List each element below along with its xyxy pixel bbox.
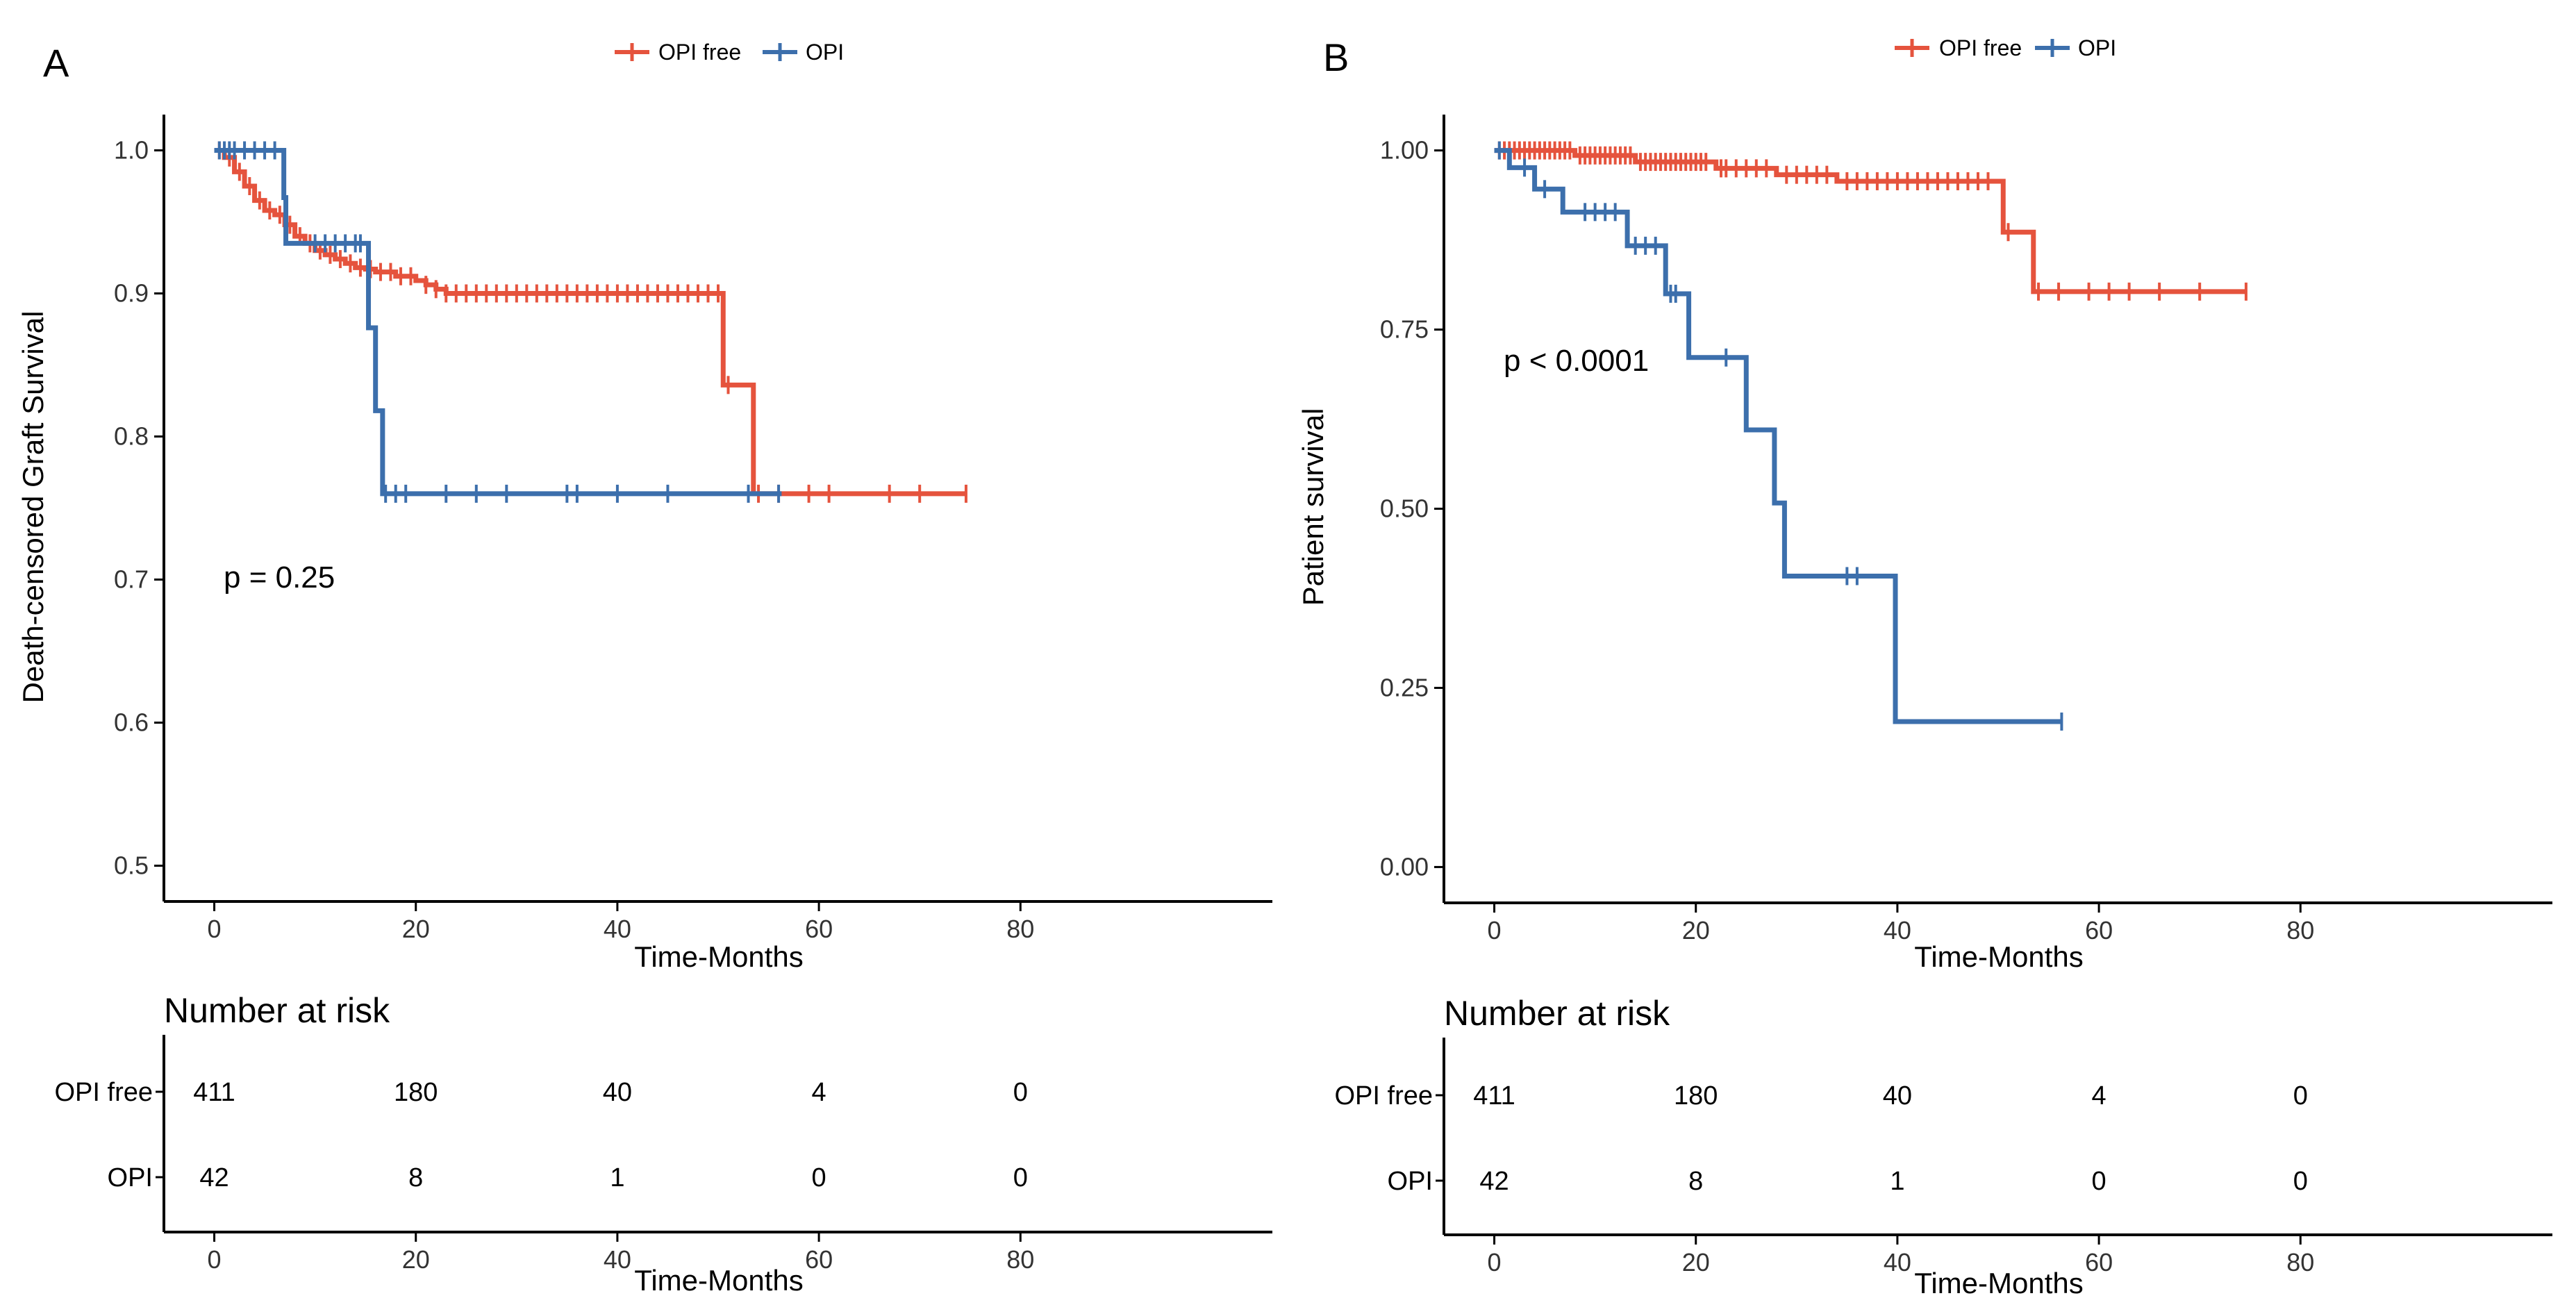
risk-count: 8 — [408, 1163, 423, 1192]
risk-x-tick-label: 60 — [805, 1245, 833, 1274]
risk-x-axis-title: Time-Months — [1914, 1267, 2084, 1299]
risk-table-title: Number at risk — [1444, 994, 1670, 1033]
risk-count: 4 — [2092, 1081, 2106, 1111]
x-tick-label: 80 — [2286, 916, 2314, 945]
x-axis-title: Time-Months — [634, 940, 804, 973]
risk-count: 0 — [2293, 1081, 2308, 1111]
risk-row-label: OPI free — [1335, 1081, 1434, 1111]
y-tick-label: 0.50 — [1380, 494, 1429, 523]
panel-label: B — [1323, 35, 1349, 79]
risk-count: 180 — [394, 1078, 438, 1107]
risk-count: 0 — [812, 1163, 826, 1192]
y-tick-label: 0.6 — [114, 708, 149, 737]
legend-label-opi-free: OPI free — [658, 40, 741, 65]
legend-label-opi: OPI — [2078, 35, 2116, 60]
risk-x-tick-label: 40 — [604, 1245, 631, 1274]
km-curve-opi — [1494, 148, 2062, 724]
panel-b: B OPI free OPI Patient survival Time-Mon… — [1297, 35, 2552, 1299]
y-tick-label: 0.25 — [1380, 673, 1429, 701]
x-tick-label: 80 — [1006, 915, 1034, 943]
legend: OPI free OPI — [1895, 35, 2116, 60]
risk-count: 0 — [2293, 1167, 2308, 1196]
x-tick-label: 20 — [1682, 916, 1710, 945]
risk-count: 4 — [812, 1078, 826, 1107]
risk-count: 42 — [1479, 1167, 1509, 1196]
y-tick-label: 1.00 — [1380, 136, 1429, 165]
risk-count: 40 — [1883, 1081, 1912, 1111]
risk-row-label: OPI — [1388, 1167, 1433, 1196]
risk-table-title: Number at risk — [164, 991, 390, 1030]
y-tick-label: 0.7 — [114, 565, 149, 594]
risk-count: 1 — [1890, 1167, 1904, 1196]
y-tick-label: 0.9 — [114, 279, 149, 308]
risk-x-axis-title: Time-Months — [634, 1264, 804, 1297]
km-plot-area: 0.00 0.25 0.50 0.75 1.00 0 20 40 60 80 — [1380, 115, 2552, 945]
p-value: p < 0.0001 — [1504, 344, 1649, 378]
y-tick-label: 0.8 — [114, 422, 149, 451]
y-tick-label: 1.0 — [114, 136, 149, 165]
x-tick-label: 40 — [604, 915, 631, 943]
risk-row-label: OPI free — [55, 1078, 153, 1107]
x-tick-label: 60 — [2085, 916, 2113, 945]
y-tick-label: 0.00 — [1380, 852, 1429, 881]
km-plot-area: 0.5 0.6 0.7 0.8 0.9 1.0 0 20 40 60 80 — [114, 115, 1272, 943]
x-tick-label: 40 — [1884, 916, 1911, 945]
km-curve-opi — [214, 148, 782, 497]
risk-count: 411 — [1473, 1081, 1515, 1111]
risk-count: 40 — [603, 1078, 632, 1107]
legend-label-opi: OPI — [806, 40, 844, 65]
risk-count: 1 — [610, 1163, 624, 1192]
risk-row-label: OPI — [108, 1163, 153, 1192]
risk-count: 42 — [199, 1163, 228, 1192]
risk-count: 180 — [1674, 1081, 1718, 1111]
risk-x-tick-label: 80 — [2286, 1248, 2314, 1276]
risk-count: 0 — [2092, 1167, 2106, 1196]
risk-count: 0 — [1013, 1163, 1028, 1192]
x-tick-label: 60 — [805, 915, 833, 943]
risk-x-tick-label: 40 — [1884, 1248, 1911, 1276]
km-curve-opi-free — [1494, 148, 2246, 294]
x-tick-label: 0 — [1488, 916, 1502, 945]
panel-label: A — [43, 41, 69, 85]
km-curve-opi-free — [214, 148, 966, 497]
risk-x-tick-label: 80 — [1006, 1245, 1034, 1274]
y-axis-title: Death-censored Graft Survival — [17, 311, 49, 704]
x-axis-title: Time-Months — [1914, 940, 2084, 973]
y-tick-label: 0.75 — [1380, 315, 1429, 344]
legend: OPI free OPI — [615, 40, 844, 65]
risk-count: 411 — [193, 1078, 235, 1107]
panel-a: A OPI free OPI Death-censored Graft Surv… — [17, 40, 1272, 1297]
risk-x-tick-label: 20 — [402, 1245, 430, 1274]
risk-count: 8 — [1688, 1167, 1703, 1196]
x-tick-label: 20 — [402, 915, 430, 943]
p-value: p = 0.25 — [224, 560, 335, 594]
risk-x-tick-label: 60 — [2085, 1248, 2113, 1276]
x-tick-label: 0 — [208, 915, 222, 943]
legend-label-opi-free: OPI free — [1939, 35, 2022, 60]
risk-count: 0 — [1013, 1078, 1028, 1107]
y-axis-title: Patient survival — [1297, 408, 1329, 606]
y-tick-label: 0.5 — [114, 851, 149, 880]
risk-x-tick-label: 0 — [208, 1245, 222, 1274]
risk-x-tick-label: 20 — [1682, 1248, 1710, 1276]
risk-x-tick-label: 0 — [1488, 1248, 1502, 1276]
